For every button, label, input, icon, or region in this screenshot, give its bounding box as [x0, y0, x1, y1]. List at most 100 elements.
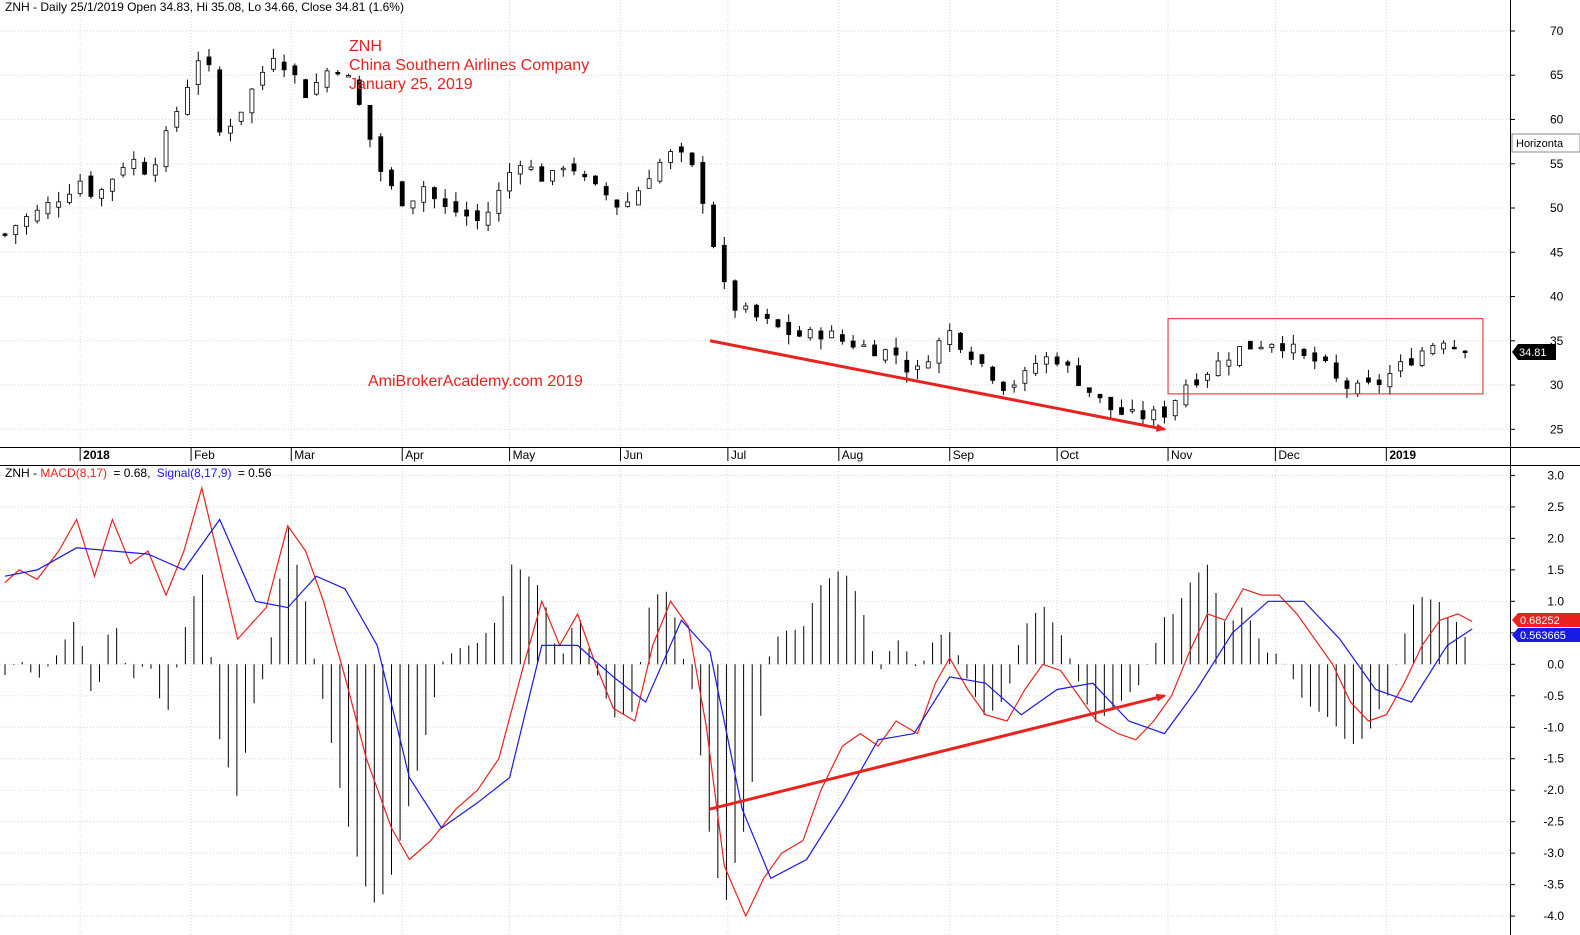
candle-body	[45, 202, 51, 215]
candle-body	[2, 233, 8, 236]
time-tick-label: Sep	[953, 448, 975, 462]
title-line-1: ZNH	[349, 38, 382, 55]
candle-body	[1333, 362, 1339, 379]
macd-tick-label: -4.0	[1543, 909, 1564, 923]
price-tick-label: 60	[1550, 112, 1564, 126]
candle-body	[1172, 400, 1178, 417]
candle-body	[335, 72, 341, 75]
candle-body	[1011, 384, 1017, 388]
candle-body	[1065, 361, 1071, 366]
candle-body	[1247, 340, 1253, 350]
candle-body	[678, 146, 684, 153]
macd-tick-label: 0.0	[1547, 657, 1564, 671]
macd-tick-label: -3.5	[1543, 878, 1564, 892]
last-price-badge-shape	[1512, 344, 1556, 360]
candle-body	[120, 167, 126, 176]
candle-body	[34, 209, 40, 222]
candle-body	[1430, 345, 1436, 355]
candle-body	[313, 82, 319, 95]
macd-histogram	[4, 528, 1466, 903]
candle-body	[485, 211, 491, 226]
candlestick-series	[2, 48, 1468, 429]
horizontal-line-tag[interactable]: Horizonta	[1511, 133, 1580, 153]
time-tick-label: Nov	[1171, 448, 1192, 462]
time-tick-label: Mar	[294, 448, 315, 462]
candle-body	[1366, 377, 1371, 383]
time-axis-labels: 2018 Feb Mar Apr May Jun Jul Aug Sep Oct Nov Dec 201…	[79, 447, 1416, 462]
candle-body	[1323, 356, 1328, 362]
candle-body	[1355, 382, 1361, 395]
candle-body	[614, 199, 620, 208]
candle-body	[1269, 343, 1275, 348]
candle-body	[13, 225, 19, 236]
candle-body	[1344, 380, 1350, 389]
candle-body	[1441, 342, 1446, 350]
candle-body	[1408, 358, 1414, 366]
candle-body	[850, 340, 856, 348]
candle-body	[797, 330, 802, 337]
candle-body	[217, 69, 223, 133]
macd-tick-label: 1.0	[1547, 594, 1564, 608]
candle-body	[206, 56, 212, 66]
price-header: ZNH - Daily 25/1/2019 Open 34.83, Hi 35.…	[5, 0, 404, 14]
signal-last-text: 0.563665	[1520, 630, 1566, 642]
candle-body	[1290, 343, 1296, 354]
time-tick-label: Jun	[624, 448, 643, 462]
candle-body	[636, 190, 641, 206]
candle-body	[700, 161, 706, 204]
horizontal-tag-box	[1511, 133, 1580, 153]
macd-tick-label: -1.5	[1543, 752, 1564, 766]
macd-header: ZNH - MACD(8,17) = 0.68, Signal(8,17,9) …	[5, 466, 272, 480]
candle-body	[453, 201, 459, 213]
macd-last-badge: 0.68252	[1512, 613, 1580, 627]
signal-last-badge-shape	[1512, 628, 1580, 642]
candle-body	[539, 166, 545, 182]
candle-body	[775, 319, 781, 328]
price-tick-label: 45	[1550, 245, 1564, 259]
candle-body	[1226, 359, 1232, 367]
candle-body	[464, 209, 470, 217]
candle-body	[1140, 410, 1146, 420]
candle-body	[367, 104, 373, 140]
candle-body	[711, 204, 716, 247]
candle-body	[979, 354, 985, 364]
candle-body	[1387, 373, 1393, 388]
candle-body	[818, 330, 824, 340]
time-tick-label: Oct	[1060, 448, 1079, 462]
macd-tick-label: -2.0	[1543, 783, 1564, 797]
candle-body	[238, 111, 244, 122]
candle-body	[732, 280, 738, 311]
candle-body	[1162, 406, 1167, 418]
price-tick-label: 70	[1550, 24, 1564, 38]
candle-body	[1022, 370, 1028, 384]
candle-body	[281, 61, 287, 71]
candle-body	[990, 366, 996, 381]
candle-body	[77, 180, 83, 195]
price-info: Daily 25/1/2019 Open 34.83, Hi 35.08, Lo…	[40, 0, 404, 14]
candle-body	[754, 304, 759, 318]
candle-body	[389, 169, 394, 187]
macd-tick-label: -3.0	[1543, 846, 1564, 860]
candle-body	[904, 359, 910, 373]
price-tick-label: 30	[1550, 378, 1564, 392]
candle-body	[1129, 409, 1135, 412]
signal-value: = 0.56	[238, 466, 272, 480]
signal-line	[4, 518, 1473, 880]
candle-body	[872, 344, 877, 357]
candle-body	[399, 181, 405, 207]
candle-body	[1462, 350, 1468, 353]
candle-body	[1194, 379, 1200, 386]
candle-body	[195, 60, 201, 85]
candle-body	[421, 186, 427, 203]
macd-value: = 0.68,	[113, 466, 150, 480]
time-tick-label: Feb	[194, 448, 215, 462]
candle-body	[324, 70, 330, 88]
candle-body	[67, 193, 72, 203]
watermark-text: AmiBrokerAcademy.com 2019	[368, 373, 583, 390]
candle-body	[1398, 361, 1404, 372]
candle-body	[163, 130, 169, 168]
downtrend-arrow	[709, 339, 1167, 432]
candle-body	[152, 164, 158, 176]
candle-body	[1001, 381, 1006, 391]
